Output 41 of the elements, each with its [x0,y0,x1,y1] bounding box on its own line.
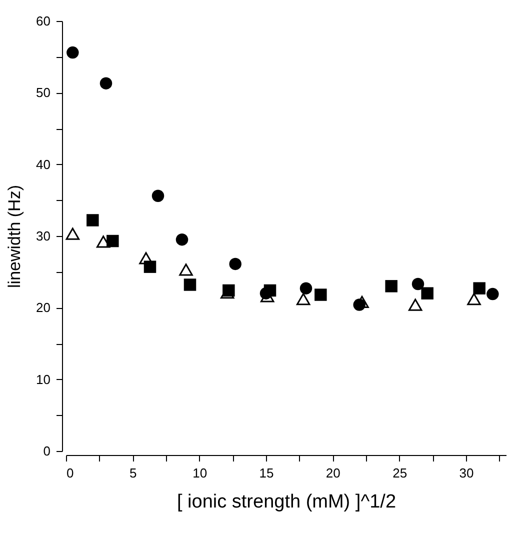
y-tick-label: 40 [36,156,50,172]
x-tick-label: 0 [66,466,74,480]
point [144,260,156,273]
point [408,298,422,311]
y-tick-label: 20 [36,300,50,316]
point [96,236,110,248]
point [222,284,235,297]
x-tick-label: 20 [326,466,340,480]
x-tick-label: 5 [130,466,137,480]
y-tick-label: 10 [36,372,50,387]
point [421,287,434,300]
point [467,293,481,306]
point [176,233,188,246]
point [106,234,119,248]
x-tick-label: 15 [259,466,274,480]
point [179,264,193,276]
y-axis-title: linewidth (Hz) [5,185,24,288]
point [66,228,80,240]
y-tick-label: 30 [36,228,50,244]
point [300,282,312,294]
point [229,258,242,270]
y-tick-label: 60 [36,14,50,28]
x-tick-label: 30 [459,466,474,480]
point [385,280,398,292]
point [86,214,99,226]
x-axis-title: [ ionic strength (mM) ]^1/2 [176,492,396,512]
point [314,288,327,301]
y-tick-label: 0 [43,444,50,458]
point [296,293,310,306]
point [412,278,424,290]
x-tick-label: 10 [192,466,208,480]
point [184,278,196,291]
point [473,282,486,294]
point [152,190,164,202]
point [66,46,79,59]
point [486,288,499,300]
point [100,77,112,90]
point [353,298,366,311]
y-tick-label: 50 [36,85,50,100]
x-tick-label: 25 [392,466,408,480]
point [139,252,153,264]
